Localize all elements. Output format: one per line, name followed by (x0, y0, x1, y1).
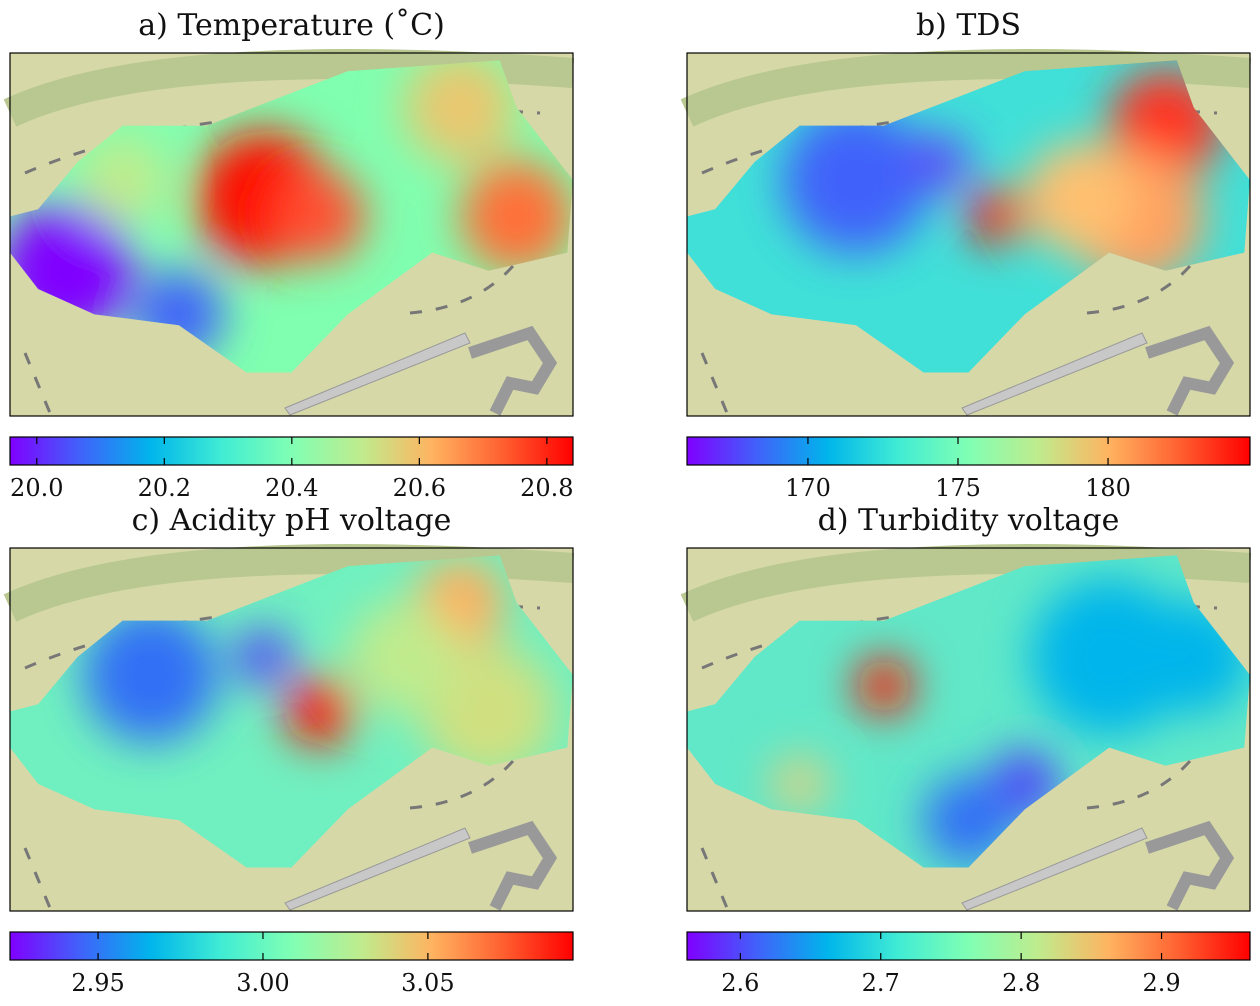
map-loop (1145, 325, 1235, 416)
map-frame (686, 547, 1251, 912)
panel-title: d) Turbidity voltage (818, 503, 1120, 538)
field-blob (855, 657, 913, 715)
colorbar (686, 436, 1251, 466)
field-blob (968, 188, 1025, 245)
panel-title: b) TDS (916, 8, 1021, 43)
map-loop (468, 820, 558, 911)
map-building (961, 827, 1148, 911)
map-path (701, 107, 1218, 175)
map-building (284, 827, 471, 911)
field-blob (1024, 141, 1138, 255)
field-blob (1030, 578, 1189, 736)
field (10, 555, 573, 868)
map-path (701, 602, 1218, 670)
map-frame (9, 547, 574, 912)
colorbar-tick-label: 20.6 (393, 474, 446, 502)
map-frame (686, 52, 1251, 417)
colorbar-tick-label: 175 (935, 474, 981, 502)
colorbar-tick-label: 2.95 (71, 969, 124, 997)
field-blob (77, 135, 168, 226)
field (687, 60, 1250, 373)
map (3, 544, 575, 912)
colorbar-tick-label: 20.0 (10, 474, 63, 502)
colorbar-tick-label: 2.9 (1142, 969, 1180, 997)
map (3, 49, 575, 417)
field-blob (460, 160, 573, 273)
map-path (24, 602, 541, 670)
field-blob (923, 775, 1014, 866)
field-blob (83, 607, 219, 743)
field-blob (782, 106, 930, 254)
panel-title: c) Acidity pH voltage (132, 503, 452, 538)
colorbar-tick-label: 3.00 (236, 969, 289, 997)
colorbar-tick-label: 3.05 (401, 969, 454, 997)
map-loop (1145, 820, 1235, 911)
map-building (284, 332, 471, 416)
map (680, 49, 1252, 417)
colorbar-tick-label: 20.4 (265, 474, 318, 502)
colorbar-tick-label: 180 (1085, 474, 1131, 502)
map-path (24, 107, 541, 175)
colorbar-tick-label: 170 (785, 474, 831, 502)
field-blob (347, 600, 461, 714)
map-loop (468, 325, 558, 416)
field-blob (404, 60, 517, 164)
colorbar-tick-label: 2.7 (862, 969, 900, 997)
colorbar-tick-label: 2.8 (1002, 969, 1040, 997)
colorbar-tick-label: 20.8 (520, 474, 573, 502)
map-building (961, 332, 1148, 416)
field-blob (274, 171, 365, 262)
colorbar-tick-label: 20.2 (138, 474, 191, 502)
field-blob (771, 755, 828, 813)
map (680, 544, 1252, 912)
field-blob (235, 628, 292, 686)
colorbar (9, 931, 574, 961)
colorbar-tick-label: 2.6 (721, 969, 759, 997)
field-blobs (782, 69, 1222, 284)
map-frame (9, 52, 574, 417)
field-blobs (83, 557, 557, 779)
colorbar (686, 931, 1251, 961)
field-blob (285, 677, 354, 746)
field-blob (912, 133, 969, 191)
panel-title: a) Temperature (˚C) (138, 8, 445, 43)
